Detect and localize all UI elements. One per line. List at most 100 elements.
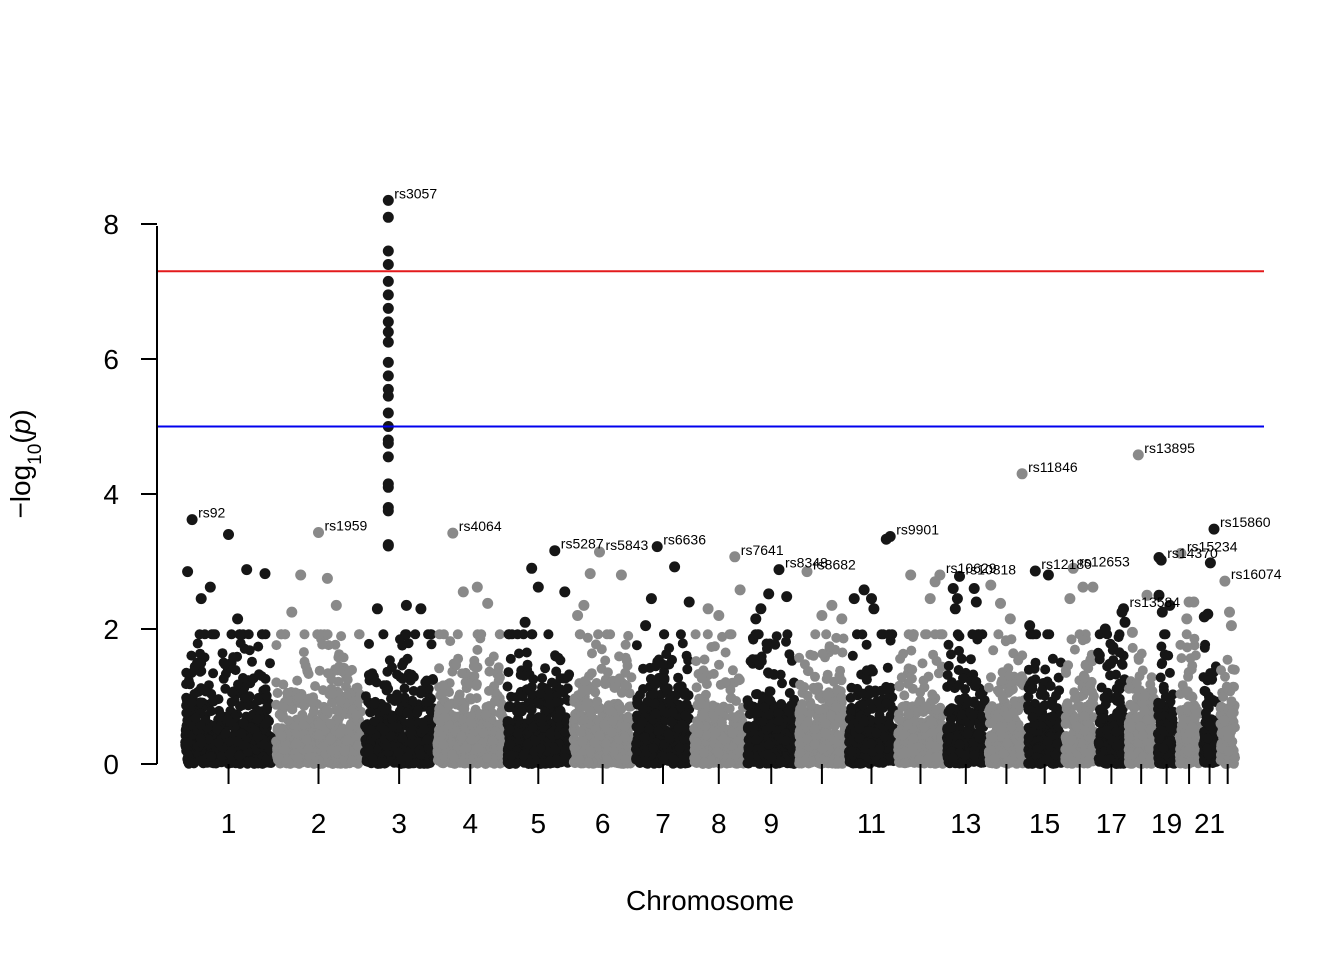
snp-point [592,696,603,707]
snp-point [279,744,290,755]
snp-point [664,733,675,744]
snp-point [407,738,418,749]
snp-point [457,668,468,679]
snp-point [536,713,547,724]
snp-point [420,677,431,688]
snp-point [226,629,237,640]
snp-point [397,733,408,744]
snp-point [639,732,650,743]
snp-point [406,672,417,683]
snp-point [220,728,231,739]
snp-point [505,653,516,664]
snp-point [401,629,412,640]
snp-point [607,716,618,727]
snp-point [186,650,197,661]
snp-point [696,711,707,722]
snp-point [482,752,492,763]
snp-point [504,701,515,712]
snp-point [369,716,380,727]
snp-point [586,668,597,679]
snp-point [764,739,774,750]
snp-point [713,748,724,759]
snp-point [631,738,642,749]
snp-point [526,629,537,640]
snp-point [213,737,224,748]
snp-point [421,734,432,745]
snp-point [784,649,795,660]
snp-point [822,669,833,680]
snp-point [298,719,309,730]
snp-point [551,666,562,677]
snp-point [408,686,419,696]
snp-point [466,757,477,768]
snp-point [716,717,727,728]
snp-point [447,749,458,760]
snp-point [602,629,612,640]
snp-point [680,710,691,721]
snp-point [506,750,517,761]
snp-point [589,737,600,748]
snp-point [369,698,380,709]
snp-point [599,719,610,730]
snp-point [696,673,707,684]
snp-point [614,651,625,662]
snp-point [253,641,264,652]
snp-point [619,732,630,743]
snp-point [682,664,693,675]
snp-point [516,706,527,717]
snp-point [600,655,611,666]
snp-point [829,720,840,731]
snp-point [551,754,562,765]
snp-point [219,659,230,670]
snp-point [696,698,707,709]
snp-point [771,631,782,642]
snp-point [506,691,517,702]
snp-point [605,706,616,716]
snp-point [574,754,585,765]
snp-point [518,750,529,761]
snp-point [699,747,709,758]
snp-point [235,638,246,649]
snp-point [457,757,468,768]
snp-point [743,742,754,753]
snp-point [478,728,489,739]
snp-point [693,727,704,738]
snp-point [714,659,724,670]
snp-point [325,718,336,729]
snp-point [234,758,245,769]
snp-point [252,714,263,725]
snp-point [495,708,505,719]
snp-point [649,698,660,709]
snp-point [714,705,725,716]
snp-point [415,749,426,760]
snp-point [674,742,685,753]
snp-point [438,680,449,691]
snp-point [459,703,470,714]
snp-point [690,629,701,640]
snp-point [434,629,445,640]
snp-point [620,754,631,765]
snp-point [239,693,250,704]
snp-point [659,629,670,640]
snp-point [744,756,755,767]
snp-point [596,644,607,655]
snp-point [600,679,611,690]
snp-point [461,743,472,754]
snp-point [226,697,237,708]
snp-point [559,752,570,763]
snp-point [514,648,524,659]
snp-point [621,655,632,666]
snp-point [609,682,620,693]
snp-point [512,728,523,739]
snp-point [504,724,515,735]
snp-point [591,678,602,688]
snp-point [522,659,533,670]
snp-point [831,702,841,713]
snp-point [545,698,556,709]
snp-point [614,673,625,684]
snp-point [644,723,655,734]
snp-point [377,757,387,768]
snp-point [518,629,529,640]
snp-point [453,693,464,704]
snp-point [238,718,249,729]
